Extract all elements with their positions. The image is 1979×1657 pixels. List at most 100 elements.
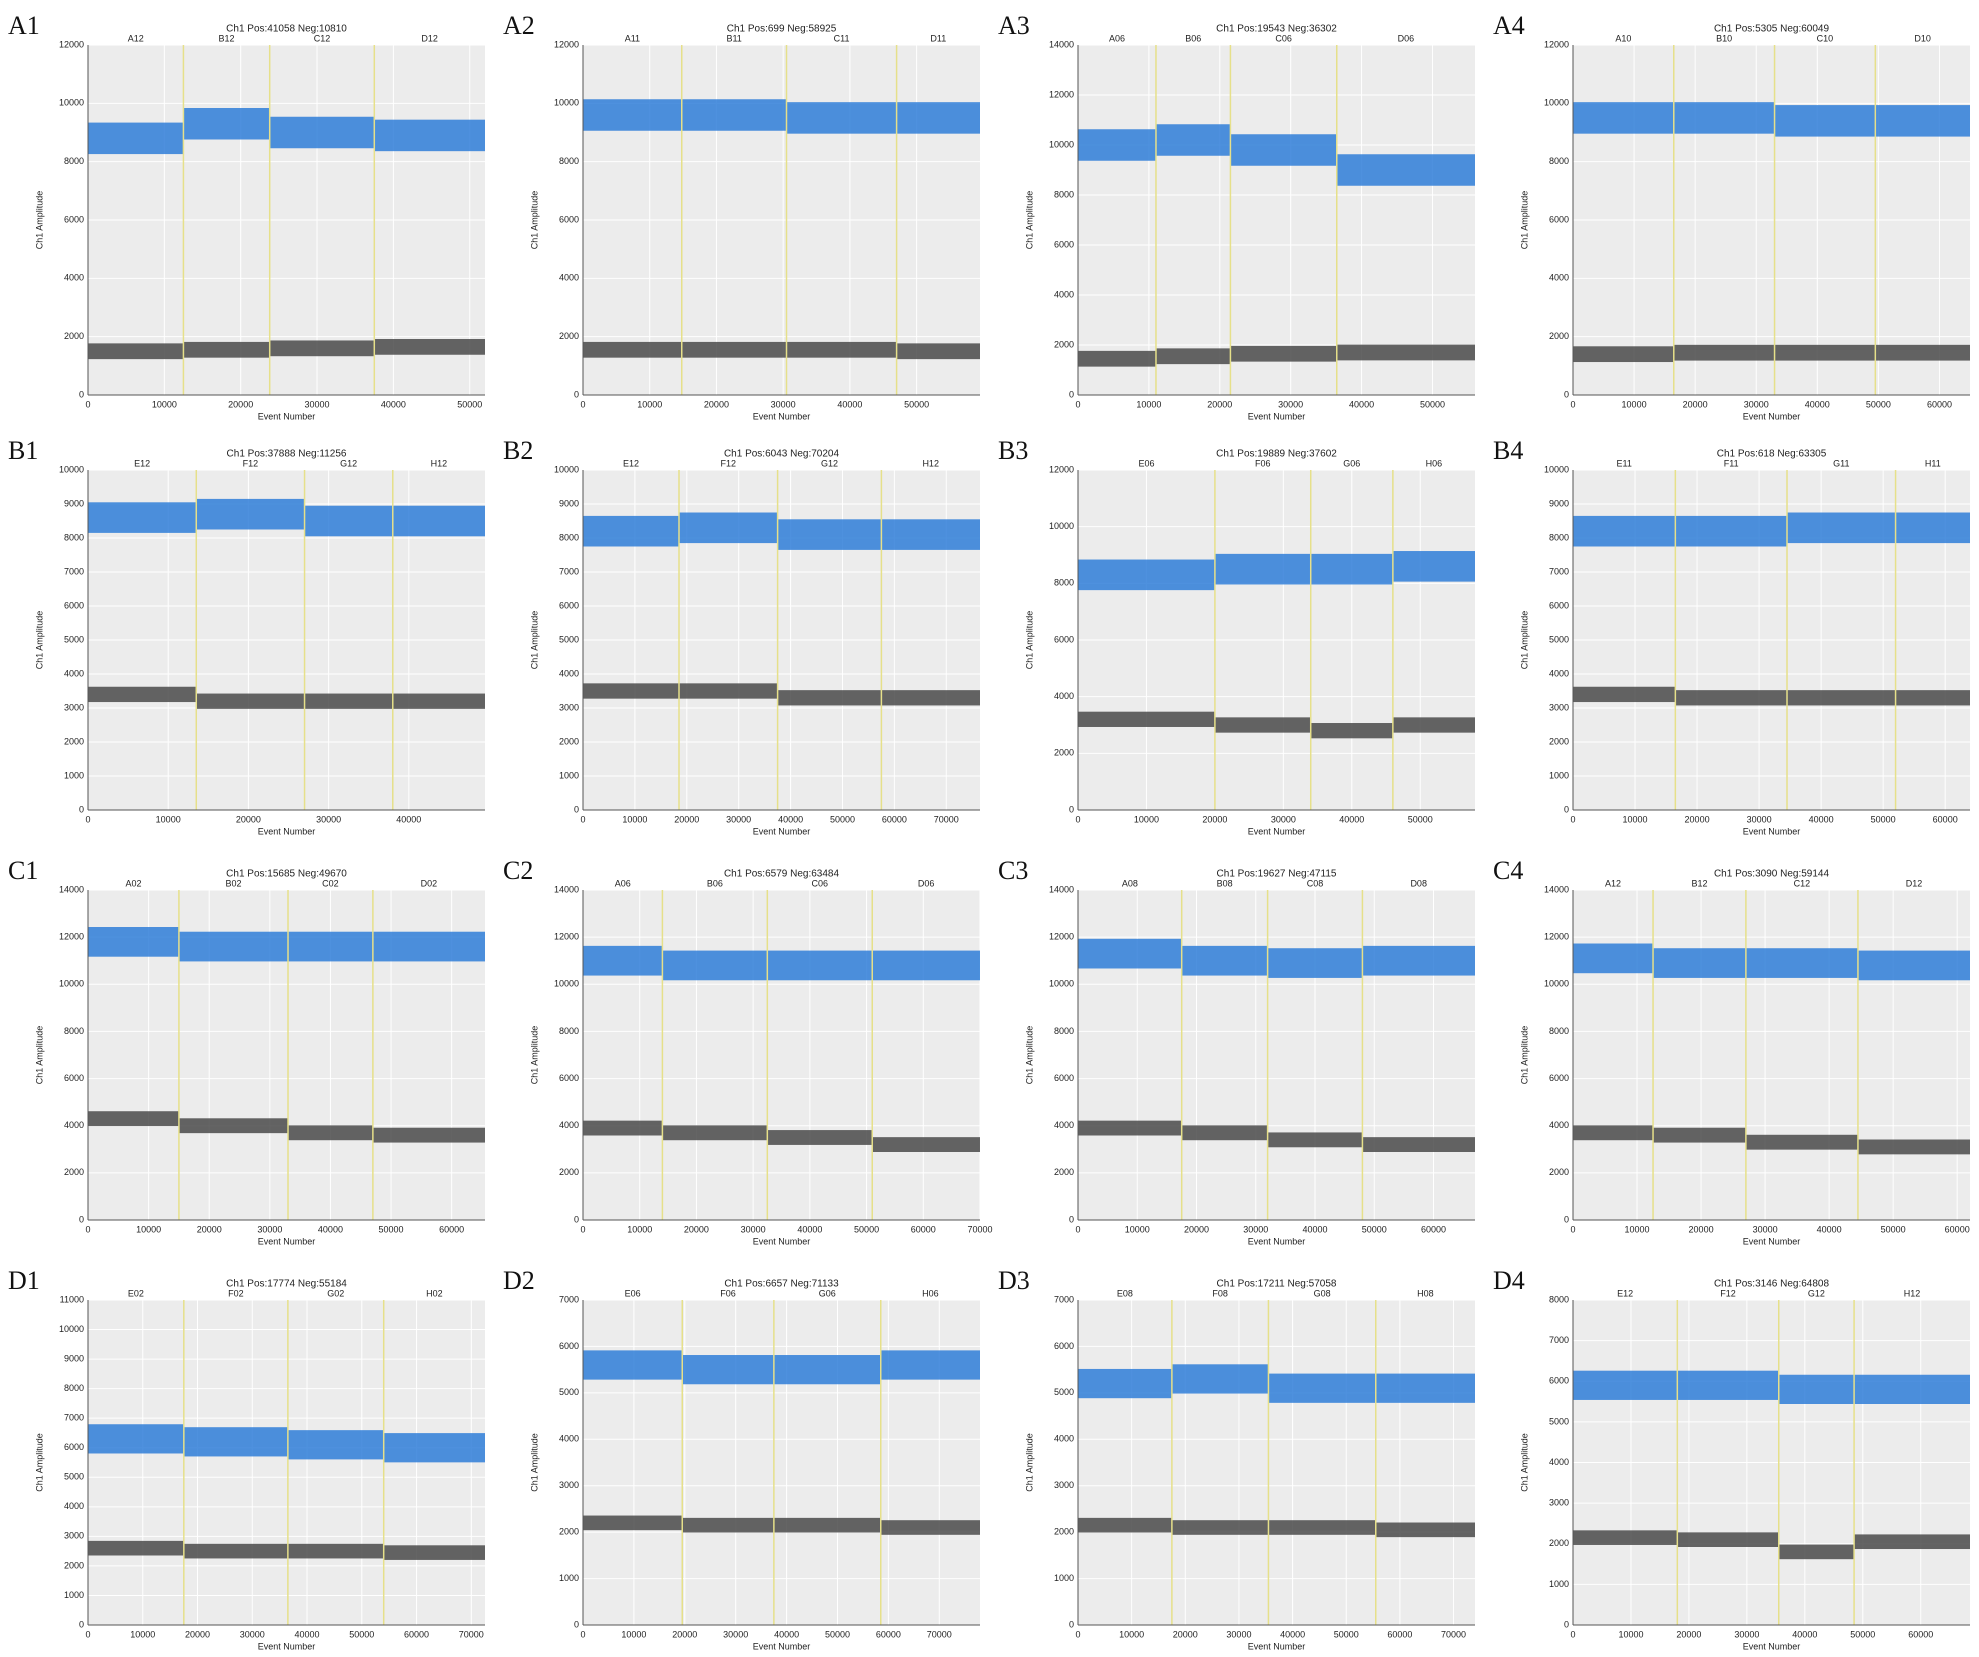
well-label: F02 [228,1288,244,1298]
panel: A2 0 2000 4000 6000 8000 10000 12000 0 10000 20000… [503,11,980,421]
y-tick-label: 6000 [64,214,84,224]
x-tick-label: 50000 [379,1224,404,1234]
plot-area [1573,890,1970,1220]
x-tick-label: 60000 [876,1629,901,1639]
chart-title: Ch1 Pos:5305 Neg:60049 [1714,24,1830,35]
y-tick-label: 4000 [559,668,579,678]
y-tick-label: 2000 [1054,1527,1074,1537]
x-tick-label: 60000 [439,1224,464,1234]
well-label: F12 [721,458,737,468]
x-tick-label: 10000 [1623,814,1648,824]
y-tick-label: 7000 [559,1294,579,1304]
y-tick-label: 12000 [554,39,579,49]
y-tick-label: 2000 [1549,1538,1569,1548]
panel-label: A2 [503,11,535,40]
droplet-cluster [1673,102,1775,134]
droplet-cluster [1078,559,1215,591]
y-tick-label: 2000 [64,736,84,746]
well-label: H06 [1426,458,1443,468]
droplet-cluster [1573,1125,1654,1141]
x-tick-label: 30000 [1734,1629,1759,1639]
x-tick-label: 20000 [1173,1629,1198,1639]
y-tick-label: 3000 [64,702,84,712]
y-tick-label: 0 [79,1214,84,1224]
panel-label: D4 [1493,1266,1525,1295]
y-tick-label: 6000 [1054,239,1074,249]
droplet-cluster [786,102,897,134]
x-tick-label: 10000 [152,399,177,409]
droplet-cluster [1078,1120,1182,1136]
droplet-cluster [1230,345,1337,362]
y-tick-label: 10000 [554,979,579,989]
x-tick-label: 40000 [1302,1224,1327,1234]
droplet-cluster [178,1118,289,1134]
droplet-cluster [183,1427,288,1457]
well-label: F11 [1724,458,1739,468]
droplet-cluster [1787,512,1896,544]
plot-area [583,890,980,1220]
droplet-cluster [1745,1134,1858,1150]
x-tick-label: 40000 [1817,1224,1842,1234]
x-axis-label: Event Number [753,1641,811,1651]
droplet-cluster [880,1350,980,1380]
y-tick-label: 8000 [1549,156,1569,166]
droplet-cluster [679,683,778,699]
y-axis-label: Ch1 Amplitude [1024,1026,1034,1085]
droplet-cluster [1392,551,1475,582]
x-axis-label: Event Number [1248,411,1306,421]
plot-area [1078,1300,1475,1625]
y-tick-label: 14000 [1544,884,1569,894]
droplet-cluster [1875,105,1970,137]
x-tick-label: 60000 [911,1224,936,1234]
droplet-cluster [304,505,393,537]
x-tick-label: 60000 [1908,1629,1933,1639]
y-tick-label: 0 [1069,1214,1074,1224]
y-tick-label: 4000 [64,273,84,283]
y-tick-label: 9000 [559,498,579,508]
panel-label: C4 [1493,856,1523,885]
y-tick-label: 0 [1069,389,1074,399]
x-tick-label: 30000 [771,399,796,409]
droplet-cluster [196,693,305,709]
x-tick-label: 10000 [1625,1224,1650,1234]
droplet-cluster [1375,1373,1475,1403]
x-tick-label: 40000 [778,814,803,824]
droplet-cluster [1078,711,1215,727]
x-tick-label: 20000 [236,814,261,824]
y-tick-label: 12000 [59,932,84,942]
droplet-cluster [1268,1373,1376,1403]
panel-label: B2 [503,436,533,465]
y-tick-label: 10000 [59,98,84,108]
droplet-cluster [372,1127,485,1143]
y-axis-label: Ch1 Amplitude [1519,611,1529,670]
x-tick-label: 30000 [1271,814,1296,824]
x-tick-label: 60000 [1421,1224,1446,1234]
droplet-cluster [1875,344,1970,361]
droplet-cluster [1774,344,1876,361]
y-tick-label: 12000 [1049,932,1074,942]
y-tick-label: 5000 [1549,1416,1569,1426]
y-tick-label: 4000 [1549,1120,1569,1130]
well-label: E12 [623,458,639,468]
x-tick-label: 60000 [1933,814,1958,824]
well-label: A06 [1109,33,1125,43]
x-tick-label: 0 [1075,1224,1080,1234]
y-tick-label: 4000 [559,273,579,283]
y-tick-label: 3000 [1549,1498,1569,1508]
well-label: B02 [225,878,241,888]
x-tick-label: 60000 [404,1629,429,1639]
y-axis-label: Ch1 Amplitude [529,191,539,250]
droplet-cluster [1573,686,1676,703]
x-tick-label: 50000 [1408,814,1433,824]
x-tick-label: 0 [580,1629,585,1639]
panel: B2 0 1000 2000 3000 4000 5000 6000 7000 8000 9000 1… [503,436,980,836]
x-tick-label: 10000 [1622,399,1647,409]
panel: A3 0 2000 4000 6000 8000 10000 12000 14000 0 10000… [998,11,1475,421]
droplet-cluster [88,1540,184,1556]
droplet-cluster [583,1120,663,1136]
y-tick-label: 12000 [1049,464,1074,474]
panel-label: D1 [8,1266,40,1295]
droplet-cluster [777,690,882,706]
x-tick-label: 0 [580,814,585,824]
